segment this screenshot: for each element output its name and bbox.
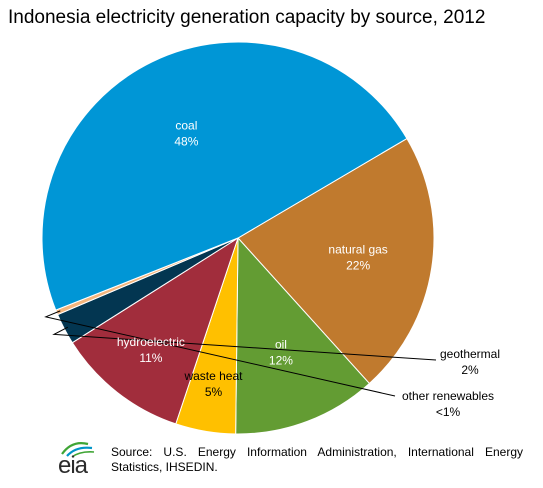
- slice-label-natural-gas: natural gas: [328, 242, 387, 256]
- eia-logo-text: eia: [58, 452, 88, 479]
- leader-line-geothermal: [52, 326, 437, 361]
- slice-value-hydroelectric: 11%: [139, 351, 162, 365]
- slice-label-hydroelectric: hydroelectric: [117, 335, 185, 349]
- slice-label-oil: oil: [275, 338, 287, 352]
- pie-slice-hydroelectric: [71, 236, 239, 425]
- source-note: Source: U.S. Energy Information Administ…: [111, 445, 523, 475]
- pie-slice-oil: [235, 236, 371, 435]
- source-line-2: Statistics, IHSEDIN.: [111, 460, 218, 474]
- pie-slice-natural-gas: [237, 137, 435, 385]
- slice-value-geothermal: 2%: [461, 363, 479, 377]
- slice-label-geothermal: geothermal: [440, 347, 500, 361]
- pie-slice-coal: [41, 41, 408, 311]
- slice-label-other-renewables: other renewables: [402, 389, 494, 403]
- slice-label-waste-heat: waste heat: [183, 369, 243, 383]
- leader-line-other-renewables: [44, 310, 396, 397]
- slice-value-coal: 48%: [174, 134, 198, 148]
- slice-value-natural-gas: 22%: [346, 258, 370, 272]
- slice-value-oil: 12%: [269, 354, 293, 368]
- slice-value-waste-heat: 5%: [205, 385, 223, 399]
- chart-title: Indonesia electricity generation capacit…: [8, 7, 486, 28]
- slice-label-coal: coal: [175, 118, 197, 132]
- source-line-1: Source: U.S. Energy Information Administ…: [111, 445, 523, 459]
- slice-value-other-renewables: <1%: [436, 405, 461, 419]
- eia-logo-icon: eia: [58, 438, 104, 482]
